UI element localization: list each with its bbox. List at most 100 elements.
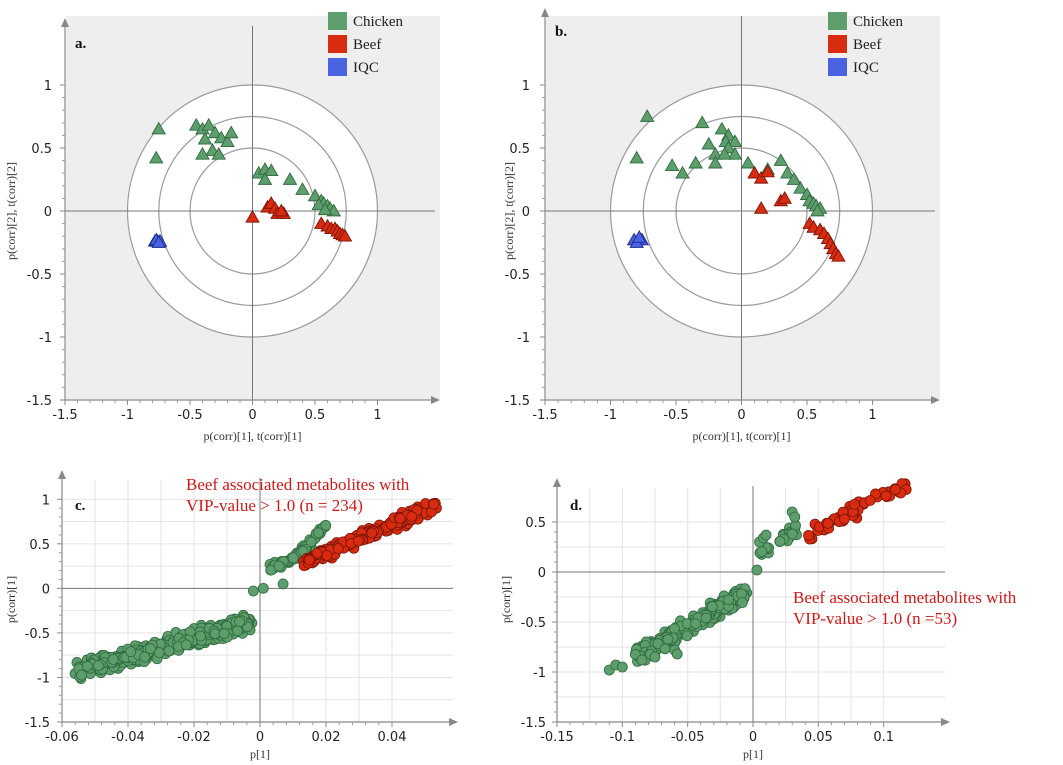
y-tick-label: -0.5 [521,616,546,631]
y-tick-label: -0.5 [27,268,52,283]
y-tick-label: 0 [42,582,50,597]
data-point-chicken [307,188,323,202]
data-point-chicken [211,146,227,160]
legend-swatch-beef [328,35,347,53]
data-point-beef [366,527,378,539]
x-tick-label: -0.06 [45,730,79,745]
data-point-chicken [780,165,795,179]
data-point-chicken [220,134,235,148]
x-axis-label: p(corr)[1], t(corr)[1] [204,429,302,443]
legend-label-chicken: Chicken [353,14,403,30]
chart-2: -1.5 -1 -0.5 0 0.5 1 -1.5 -1 -0.5 0 0.5 1 p(corr)[1]… [502,8,940,443]
data-point-chicken [714,121,730,135]
y-axis-label: p(corr)[1] [499,576,513,623]
x-tick-label: 0 [248,408,256,423]
legend-swatch-iqc [828,58,847,76]
y-tick-label: 1 [42,493,50,508]
data-point-chicken [92,660,104,671]
y-axis-arrow [541,8,549,17]
legend-swatch-chicken [328,12,347,30]
annotation-line-1: Beef associated metabolites with [793,588,1017,607]
data-point-chicken [273,560,285,572]
annotation-line-2: VIP-value > 1.0 (n =53) [793,609,957,628]
data-point-chicken [148,150,164,164]
x-tick-label: -1.5 [52,408,77,423]
data-point-beef [864,495,876,506]
data-point-chicken [708,155,723,169]
data-point-chicken [125,646,137,658]
legend-swatch-beef [828,35,847,53]
data-point-chicken [231,625,243,637]
y-axis-arrow [58,470,66,479]
data-point-chicken [736,597,748,608]
x-axis-label: p(corr)[1], t(corr)[1] [693,429,791,443]
data-point-chicken [234,616,245,628]
chart-3: -0.06 -0.04 -0.02 0 0.02 0.04 -1.5 -1 -0.5 0 0.5 1 p… [4,470,458,761]
data-point-chicken [257,582,269,594]
data-point-chicken [287,552,299,564]
y-tick-label: 0.5 [29,538,50,553]
data-point-chicken [263,163,279,177]
panel-letter: a. [75,36,87,52]
y-tick-label: -1 [517,331,530,346]
x-tick-label: -1 [604,408,617,423]
data-point-chicken [810,203,825,217]
y-tick-label: 0 [44,205,52,220]
data-point-chicken [207,125,223,139]
y-tick-label: 0.5 [31,142,52,157]
data-point-chicken [201,117,217,131]
x-tick-label: -1.5 [532,408,557,423]
data-point-chicken [277,578,289,590]
x-axis-arrow [931,396,940,404]
x-tick-label: -0.05 [671,730,705,745]
annotation-line-2: VIP-value > 1.0 (n = 234) [186,496,363,515]
data-point-beef [848,498,860,510]
data-point-chicken [671,648,683,660]
y-tick-label: 0.5 [509,142,530,157]
data-point-chicken [295,182,310,195]
data-point-beef [880,490,892,502]
y-axis-label: p(corr)[2], t(corr)[2] [502,162,516,260]
x-tick-label: -0.04 [111,730,145,745]
data-point-chicken [282,172,298,185]
data-point-chicken [773,153,789,166]
data-point-chicken [636,654,648,666]
x-tick-label: -0.15 [540,730,574,745]
data-point-chicken [760,529,772,541]
data-point-chicken [305,536,317,548]
x-tick-label: -0.1 [610,730,635,745]
data-point-chicken [649,651,661,663]
data-point-beef [332,543,344,554]
data-point-chicken [195,146,210,160]
data-point-beef [245,209,260,223]
panel-letter: c. [75,498,86,514]
data-point-chicken [664,158,680,171]
x-tick-label: 0.04 [378,730,407,745]
data-point-chicken [740,155,756,169]
x-tick-label: 0.1 [873,730,894,745]
x-tick-label: 0 [749,730,757,745]
x-axis-arrow [431,396,440,404]
data-point-chicken [688,155,703,169]
y-tick-label: -1.5 [505,394,530,409]
y-tick-label: 1 [44,79,52,94]
data-point-chicken [629,150,644,164]
data-point-chicken [681,630,693,642]
data-point-chicken [139,651,151,663]
y-axis-label: p(corr)[1] [4,576,18,623]
data-point-chicken [195,630,206,642]
data-point-chicken [209,628,221,640]
data-point-beef [889,484,901,495]
legend-label-beef: Beef [353,37,381,53]
x-axis-label: p[1] [250,747,270,761]
data-point-beef [839,513,850,525]
x-tick-label: 0.05 [804,730,833,745]
annotation-line-1: Beef associated metabolites with [186,475,410,494]
data-point-chicken [700,612,712,624]
legend-label-beef: Beef [853,37,881,53]
data-point-chicken [320,520,332,531]
data-point-chicken [727,146,743,160]
data-point-chicken [317,202,333,216]
data-point-beef [753,170,769,184]
data-point-chicken [774,536,786,547]
